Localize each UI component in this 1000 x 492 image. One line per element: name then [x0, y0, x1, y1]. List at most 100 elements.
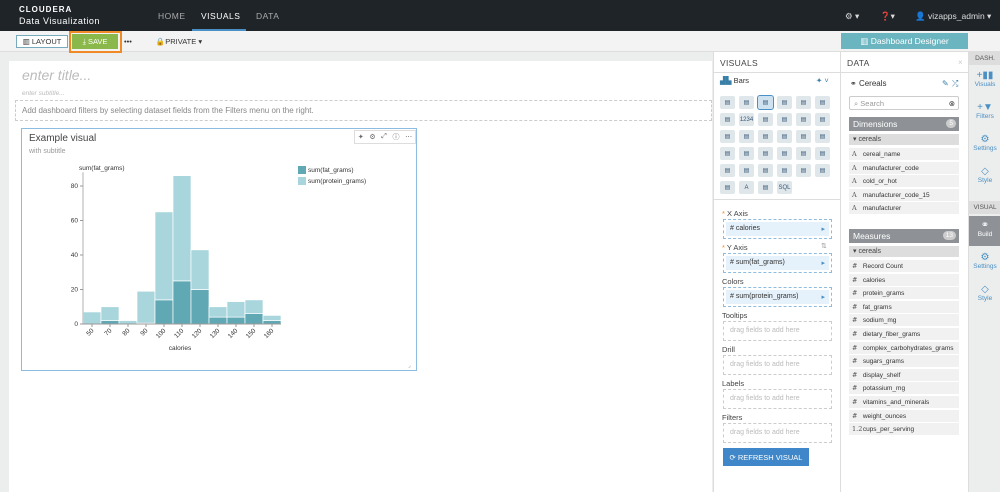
visual-subtitle[interactable]: with subtitle — [29, 148, 66, 155]
bar-fat[interactable] — [172, 280, 192, 325]
dimension-field[interactable]: A cold_or_hot — [849, 175, 959, 187]
title-input[interactable]: enter title... — [22, 67, 92, 83]
bar-fat[interactable] — [226, 316, 246, 325]
rail-visuals[interactable]: +▮▮ Visuals — [969, 70, 1000, 88]
field-search-input[interactable]: ⌕ Search ⊗ — [849, 96, 959, 110]
bar-protein[interactable] — [82, 311, 102, 325]
lines-icon[interactable]: ▤ — [777, 96, 792, 109]
change-dataset-icon[interactable]: ⤮ — [952, 79, 959, 88]
swap-axes-icon[interactable]: ⇅ — [821, 243, 827, 250]
table-icon[interactable]: ▤ — [720, 96, 735, 109]
areas-icon[interactable]: ▤ — [815, 96, 830, 109]
filters-shelf[interactable]: drag fields to add here — [723, 423, 832, 443]
dimension-field[interactable]: A manufacturer_code — [849, 161, 959, 174]
dashboard-designer-button[interactable]: ▥ Dashboard Designer — [841, 33, 968, 49]
visual-card[interactable]: Example visual with subtitle ✦ ⚙ ⤢ ⓘ ⋯ sum(f… — [21, 128, 417, 371]
image-icon[interactable]: ▤ — [758, 181, 773, 194]
gauge-icon[interactable]: ▤ — [758, 113, 773, 126]
funnel-icon[interactable]: ▤ — [720, 147, 735, 160]
rail-settings[interactable]: ⚙ Settings — [969, 134, 1000, 152]
rail-style[interactable]: ◇ Style — [969, 166, 1000, 184]
kpi-icon[interactable]: 1234 — [739, 113, 754, 126]
dimensions-header[interactable]: Dimensions 5 — [849, 117, 959, 131]
close-icon[interactable]: × — [958, 58, 963, 67]
sql-icon[interactable]: SQL — [777, 181, 792, 194]
scatter-icon[interactable]: ▤ — [720, 130, 735, 143]
user-menu[interactable]: 👤 vizapps_admin ▾ — [915, 11, 992, 21]
legend-label[interactable]: sum(protein_grams) — [308, 178, 366, 185]
measure-field[interactable]: # potassium_mg — [849, 382, 959, 395]
dimension-field[interactable]: A manufacturer — [849, 202, 959, 214]
edit-dataset-icon[interactable]: ✎ — [942, 79, 949, 88]
text-icon[interactable]: A — [739, 181, 754, 194]
chord-icon[interactable]: ▤ — [796, 164, 811, 177]
measures-group[interactable]: ▾ cereals — [849, 246, 959, 257]
labels-shelf[interactable]: drag fields to add here — [723, 389, 832, 409]
bar-protein[interactable] — [244, 299, 264, 315]
rail-visual-settings[interactable]: ⚙ Settings — [969, 252, 1000, 270]
measure-field[interactable]: 1.2 cups_per_serving — [849, 423, 959, 436]
rich-text-icon[interactable]: ▤ — [777, 147, 792, 160]
bar-protein[interactable] — [172, 175, 192, 282]
bar-protein[interactable] — [118, 320, 138, 325]
info-icon[interactable]: ⓘ — [392, 134, 400, 141]
colors-field[interactable]: # sum(protein_grams) ▸ — [726, 290, 829, 304]
measure-field[interactable]: # sugars_grams — [849, 355, 959, 368]
subtitle-input[interactable]: enter subtitle... — [22, 90, 65, 97]
calendar-heatmap-icon[interactable]: ▤ — [758, 147, 773, 160]
visual-type-selector[interactable]: ▟▙ Bars — [720, 76, 749, 85]
network-icon[interactable]: ▤ — [815, 130, 830, 143]
bar-protein[interactable] — [100, 306, 120, 321]
save-button[interactable]: ⤓ SAVE — [72, 34, 118, 49]
rail-build[interactable]: ⚭ Build — [969, 216, 1000, 246]
measure-field[interactable]: # dietary_fiber_grams — [849, 328, 959, 340]
gear-icon[interactable]: ⚙ — [369, 134, 376, 141]
cross-tab-icon[interactable]: ▤ — [739, 96, 754, 109]
drill-shelf[interactable]: drag fields to add here — [723, 355, 832, 375]
bar-fat[interactable] — [262, 320, 282, 325]
measure-field[interactable]: # protein_grams — [849, 287, 959, 300]
more-button[interactable]: ••• — [124, 36, 132, 46]
measure-field[interactable]: # Record Count — [849, 260, 959, 272]
dimension-field[interactable]: A cereal_name — [849, 148, 959, 160]
refresh-visual-button[interactable]: ⟳ REFRESH VISUAL — [723, 448, 809, 466]
grouped-bars-icon[interactable]: ▤ — [739, 130, 754, 143]
x-axis-field[interactable]: # calories ▸ — [726, 222, 829, 236]
measure-field[interactable]: # weight_ounces — [849, 409, 959, 422]
y-axis-field[interactable]: # sum(fat_grams) ▸ — [726, 256, 829, 270]
box-plot-icon[interactable]: ▤ — [796, 113, 811, 126]
extension-icon[interactable]: ▤ — [720, 181, 735, 194]
packed-bubbles-icon[interactable]: ▤ — [815, 113, 830, 126]
histogram-icon[interactable]: ▤ — [720, 113, 735, 126]
rail-visual-style[interactable]: ◇ Style — [969, 284, 1000, 302]
sparkle-icon[interactable]: ✦ — [357, 134, 364, 141]
combo-icon[interactable]: ▤ — [796, 96, 811, 109]
measure-field[interactable]: # sodium_mg — [849, 314, 959, 327]
y-axis-shelf[interactable]: # sum(fat_grams) ▸ — [723, 253, 832, 273]
dimension-field[interactable]: A manufacturer_code_15 — [849, 188, 959, 201]
bar-fat[interactable] — [208, 316, 228, 325]
colors-shelf[interactable]: # sum(protein_grams) ▸ — [723, 287, 832, 307]
privacy-dropdown[interactable]: 🔒 PRIVATE ▾ — [155, 37, 203, 46]
measure-field[interactable]: # vitamins_and_minerals — [849, 396, 959, 408]
bullet-icon[interactable]: ▤ — [777, 113, 792, 126]
dashboard-filter-area[interactable]: Add dashboard filters by selecting datas… — [15, 100, 712, 121]
correlation-heatmap-icon[interactable]: ▤ — [796, 130, 811, 143]
nav-data[interactable]: DATA — [256, 11, 280, 21]
bar-protein[interactable] — [154, 211, 174, 301]
bar-protein[interactable] — [226, 301, 246, 318]
gear-icon[interactable]: ⚙ ▾ — [845, 11, 860, 21]
measures-header[interactable]: Measures 13 — [849, 229, 959, 243]
bar-fat[interactable] — [154, 299, 174, 325]
nav-visuals[interactable]: VISUALS — [201, 11, 241, 21]
network-bars-icon[interactable]: ▤ — [815, 164, 830, 177]
more-icon[interactable]: ⋯ — [405, 134, 413, 141]
trellis-icon[interactable]: ▤ — [758, 164, 773, 177]
visual-title[interactable]: Example visual — [29, 133, 97, 144]
bars-icon[interactable]: ▤ — [757, 95, 774, 110]
rail-filters[interactable]: +▼ Filters — [969, 102, 1000, 120]
measure-field[interactable]: # fat_grams — [849, 300, 959, 313]
tooltips-shelf[interactable]: drag fields to add here — [723, 321, 832, 341]
line-progress-icon[interactable]: ▤ — [739, 164, 754, 177]
resize-handle-icon[interactable]: ⌟ — [408, 363, 411, 369]
